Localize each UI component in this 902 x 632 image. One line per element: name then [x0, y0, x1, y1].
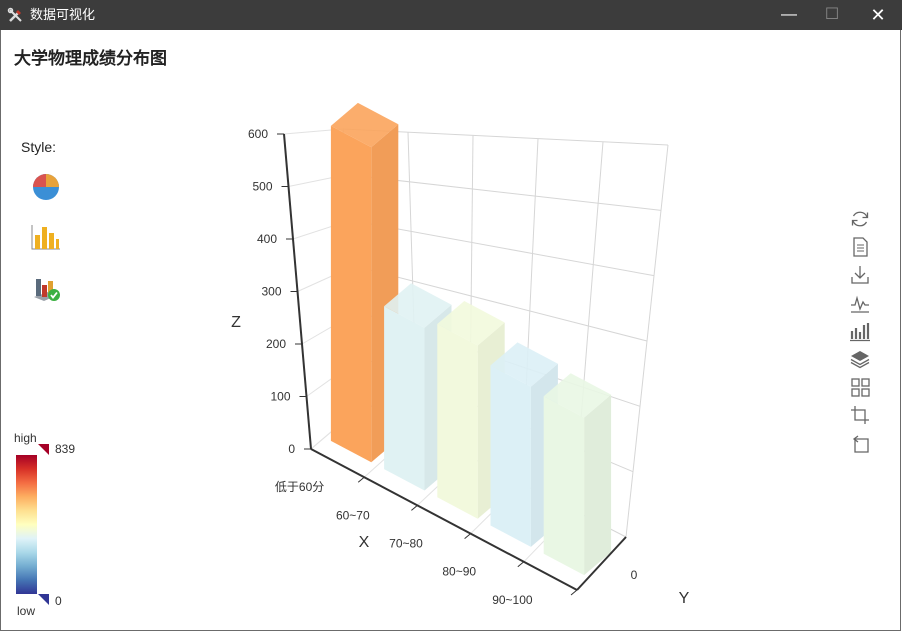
z-tick-label: 600	[248, 127, 268, 141]
y-tick-label: 0	[631, 568, 638, 582]
z-axis-title: Z	[231, 314, 241, 331]
visualmap-min-value: 0	[55, 594, 62, 608]
x-tick	[411, 505, 418, 511]
x-tick-label: 低于60分	[275, 480, 324, 494]
bar-top	[330, 102, 399, 148]
page-title: 大学物理成绩分布图	[14, 49, 167, 68]
z-tick-label: 100	[270, 390, 290, 404]
x-axis-line	[310, 448, 578, 591]
visualmap-max-value: 839	[55, 442, 76, 456]
zoom-back-icon[interactable]	[849, 432, 871, 454]
line-chart-icon[interactable]	[849, 292, 871, 314]
refresh-icon[interactable]	[849, 208, 871, 230]
bar-top	[384, 283, 452, 328]
window-title: 数据可视化	[30, 7, 96, 22]
z-tick-label: 400	[257, 232, 277, 246]
bar-chart-icon[interactable]	[849, 320, 871, 342]
bar-front	[384, 306, 425, 491]
visualmap-color-bar[interactable]	[16, 455, 37, 594]
x-tick	[517, 561, 525, 568]
style-label: Style:	[21, 139, 57, 155]
x-tick-label: 80~90	[442, 565, 476, 579]
zoom-area-icon[interactable]	[849, 404, 871, 426]
z-tick-label: 0	[288, 442, 295, 456]
window-frame	[0, 30, 901, 631]
x-tick-label: 60~70	[336, 508, 370, 522]
z-tick-label: 300	[261, 285, 281, 299]
x-tick-label: 70~80	[389, 537, 423, 551]
z-tick-label: 500	[252, 180, 272, 194]
bar-front	[543, 396, 585, 576]
bar-chart-icon[interactable]	[30, 221, 62, 253]
bar-front	[437, 324, 478, 519]
back-wall-gridline	[625, 144, 669, 538]
pie-chart-icon[interactable]	[30, 171, 62, 203]
tools-icon	[7, 7, 22, 22]
maximize-button[interactable]: ☐	[824, 6, 840, 23]
minimize-button[interactable]: —	[781, 6, 797, 23]
x-axis-title: X	[359, 534, 370, 551]
visualmap-high-label: high	[14, 431, 37, 445]
bar-top	[543, 373, 612, 418]
back-wall-gridline	[346, 174, 662, 211]
y-axis-line	[576, 536, 627, 591]
back-wall-gridline	[350, 219, 655, 277]
bar-front	[490, 365, 531, 547]
document-icon[interactable]	[849, 236, 871, 258]
x-tick	[357, 476, 365, 483]
visualmap-low-label: low	[17, 604, 36, 618]
bar-top	[437, 301, 505, 346]
y-axis-title: Y	[679, 590, 690, 607]
visualmap-top-handle[interactable]	[38, 444, 49, 455]
z-tick-label: 200	[266, 337, 286, 351]
download-icon[interactable]	[849, 264, 871, 286]
bar-top	[490, 342, 558, 387]
grid-icon[interactable]	[849, 376, 871, 398]
back-wall-gridline	[353, 265, 648, 342]
bar3d-chart-icon[interactable]	[30, 271, 62, 303]
window-titlebar: 数据可视化 — ☐ ✕	[0, 0, 902, 30]
close-button[interactable]: ✕	[870, 5, 886, 25]
bar-side	[584, 394, 612, 576]
x-tick-label: 90~100	[492, 593, 533, 607]
bar-front	[330, 125, 372, 463]
layers-icon[interactable]	[849, 348, 871, 370]
x-tick	[570, 589, 578, 596]
x-tick	[464, 533, 471, 539]
